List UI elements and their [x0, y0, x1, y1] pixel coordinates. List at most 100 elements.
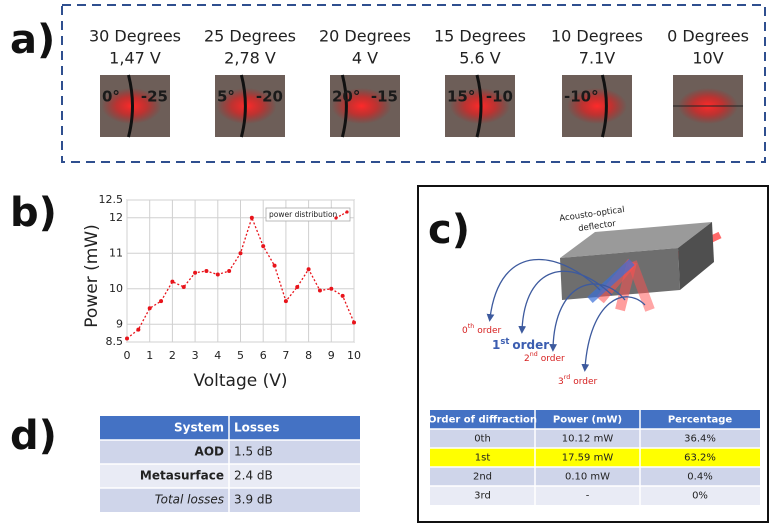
table-cell: 3rd — [474, 491, 491, 502]
data-point — [329, 287, 333, 291]
data-point — [159, 299, 163, 303]
y-tick-label: 11 — [109, 246, 123, 259]
voltage-label: 4 V — [352, 49, 378, 68]
page: { "panel_a": {"label": "a)", "items": [ … — [0, 0, 769, 523]
table-cell: 0th — [474, 434, 491, 445]
y-tick-label: 10 — [109, 282, 123, 295]
data-point — [182, 285, 186, 289]
voltage-label: 10V — [692, 49, 723, 68]
x-tick-label: 5 — [237, 349, 244, 362]
panel-label: c) — [428, 207, 470, 253]
table-cell: Metasurface — [140, 469, 224, 483]
table-cell: 63.2% — [684, 453, 716, 464]
y-tick-label: 12 — [109, 211, 123, 224]
y-tick-label: 9 — [116, 317, 123, 330]
order-label: 2ndorder — [524, 351, 565, 364]
x-tick-label: 2 — [169, 349, 176, 362]
table-cell: 17.59 mW — [562, 453, 614, 464]
x-tick-label: 3 — [192, 349, 199, 362]
order-number: 1 — [492, 338, 500, 352]
data-point — [125, 336, 129, 340]
data-point — [318, 289, 322, 293]
order-word: order — [573, 377, 597, 387]
legend-marker — [334, 216, 337, 219]
scale-text: 5° — [217, 88, 235, 106]
header-cell: Losses — [234, 421, 279, 435]
panel-label: a) — [10, 17, 55, 63]
angle-label: 10 Degrees — [551, 27, 643, 46]
data-point — [250, 216, 254, 220]
angle-label: 15 Degrees — [434, 27, 526, 46]
order-suffix: th — [468, 323, 474, 330]
y-tick-label: 8.5 — [106, 335, 124, 348]
data-point — [136, 328, 140, 332]
data-point — [204, 269, 208, 273]
table-cell: 1.5 dB — [234, 445, 273, 459]
table-cell: 0% — [692, 491, 708, 502]
table-cell: 1st — [475, 453, 491, 464]
x-tick-label: 0 — [124, 349, 131, 362]
legend-marker — [345, 210, 348, 213]
data-point — [261, 244, 265, 248]
data-point — [193, 271, 197, 275]
angle-label: 25 Degrees — [204, 27, 296, 46]
data-point — [284, 299, 288, 303]
data-point — [341, 294, 345, 298]
y-axis-label: Power (mW) — [82, 224, 102, 327]
scale-text: -10 — [486, 88, 513, 106]
table-cell: 0.4% — [687, 472, 712, 483]
order-word: order — [477, 326, 501, 336]
table-row — [100, 488, 360, 512]
voltage-label: 5.6 V — [459, 49, 501, 68]
order-suffix: rd — [564, 374, 570, 381]
table-cell: - — [586, 491, 590, 502]
data-point — [307, 267, 311, 271]
data-point — [273, 264, 277, 268]
scale-text: -15 — [371, 88, 398, 106]
voltage-label: 2,78 V — [224, 49, 276, 68]
table-cell: 10.12 mW — [562, 434, 614, 445]
table-cell: AOD — [195, 445, 224, 459]
scale-text: -10° — [564, 88, 599, 106]
y-tick-label: 12.5 — [99, 193, 124, 206]
order-word: order — [512, 338, 549, 352]
x-axis-label: Voltage (V) — [193, 371, 287, 391]
angle-label: 30 Degrees — [89, 27, 181, 46]
header-cell: System — [174, 421, 224, 435]
x-tick-label: 7 — [282, 349, 289, 362]
data-point — [239, 251, 243, 255]
table-cell: 3.9 dB — [234, 493, 273, 507]
table-cell: 2nd — [473, 472, 492, 483]
order-suffix: nd — [530, 351, 538, 358]
angle-label: 0 Degrees — [667, 27, 749, 46]
table-cell: 0.10 mW — [565, 472, 610, 483]
data-point — [352, 320, 356, 324]
table-cell: 2.4 dB — [234, 469, 273, 483]
header-cell: Order of diffraction — [428, 415, 537, 426]
scale-text: -20 — [256, 88, 283, 106]
figure: a) b) d) c) Acousto-optical deflector 30… — [0, 0, 769, 523]
angle-label: 20 Degrees — [319, 27, 411, 46]
scale-text: -25 — [141, 88, 168, 106]
data-point — [295, 285, 299, 289]
scale-text: 0° — [102, 88, 120, 106]
x-tick-label: 6 — [260, 349, 267, 362]
header-cell: Power (mW) — [553, 415, 622, 426]
data-point — [227, 269, 231, 273]
voltage-label: 1,47 V — [109, 49, 161, 68]
table-cell: Total losses — [155, 493, 224, 507]
voltage-label: 7.1V — [579, 49, 615, 68]
panel-label: d) — [10, 413, 57, 459]
x-tick-label: 10 — [347, 349, 361, 362]
data-point — [170, 280, 174, 284]
panel-label: b) — [10, 190, 57, 236]
order-suffix: st — [500, 336, 509, 346]
x-tick-label: 9 — [328, 349, 335, 362]
x-tick-label: 4 — [214, 349, 221, 362]
header-cell: Percentage — [668, 415, 733, 426]
x-tick-label: 1 — [146, 349, 153, 362]
data-point — [216, 273, 220, 277]
